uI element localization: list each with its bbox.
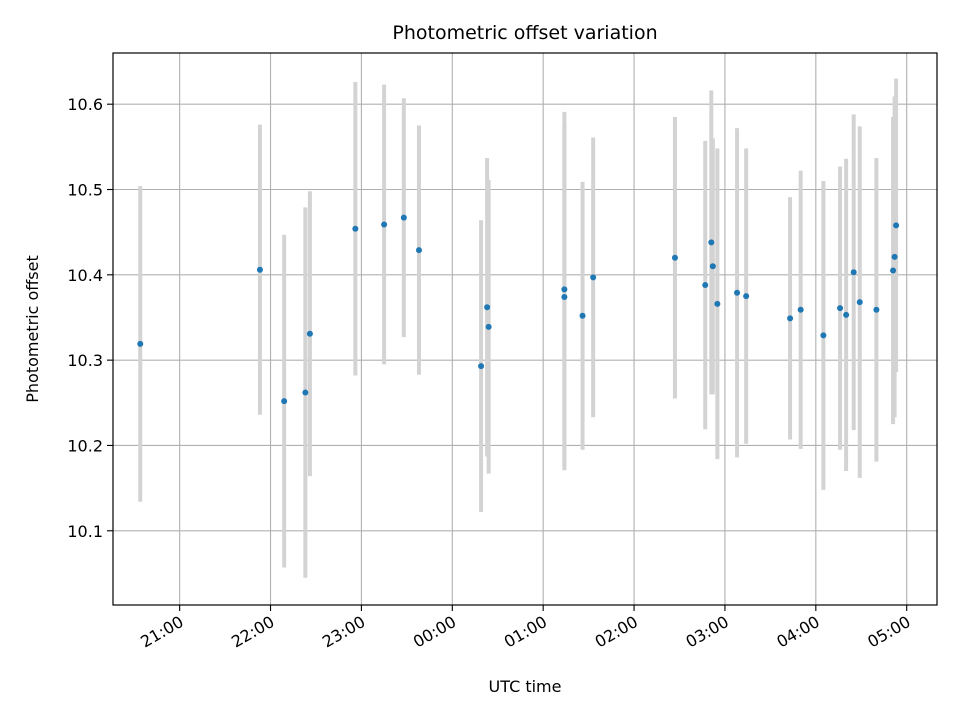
data-point (734, 289, 741, 296)
data-point (873, 306, 880, 313)
data-point (891, 253, 898, 260)
data-point (709, 263, 716, 270)
data-point (485, 323, 492, 330)
data-point (893, 222, 900, 229)
chart-title: Photometric offset variation (392, 22, 657, 44)
data-point (797, 306, 804, 313)
y-tick-label: 10.3 (67, 351, 103, 370)
plot-frame (112, 52, 938, 606)
data-point (671, 254, 678, 261)
data-point (400, 214, 407, 221)
x-axis-label: UTC time (489, 677, 562, 696)
data-point (890, 267, 897, 274)
data-points (137, 214, 900, 405)
y-axis-ticks: 10.1 10.2 10.3 10.4 10.5 10.6 (67, 95, 113, 541)
data-point (820, 332, 827, 339)
y-tick-label: 10.5 (67, 181, 103, 200)
data-point (590, 274, 597, 281)
data-point (256, 266, 263, 273)
data-point (302, 389, 309, 396)
data-point (743, 293, 750, 300)
data-point (579, 312, 586, 319)
y-tick-label: 10.6 (67, 95, 103, 114)
data-point (702, 282, 709, 289)
data-point (137, 340, 144, 347)
data-point (484, 304, 491, 311)
data-point (352, 225, 359, 232)
y-axis-label: Photometric offset (23, 255, 42, 403)
data-point (714, 300, 721, 307)
data-point (561, 294, 568, 301)
data-point (856, 299, 863, 306)
data-point (478, 363, 485, 370)
y-tick-label: 10.2 (67, 436, 103, 455)
data-point (787, 315, 794, 322)
y-tick-label: 10.4 (67, 266, 103, 285)
y-tick-label: 10.1 (67, 522, 103, 541)
data-point (843, 311, 850, 318)
data-point (306, 330, 313, 337)
data-point (281, 398, 288, 405)
data-point (561, 286, 568, 293)
data-point (381, 221, 388, 228)
data-point (708, 239, 715, 246)
data-point (415, 247, 422, 254)
data-point (850, 269, 857, 276)
data-point (837, 305, 844, 312)
